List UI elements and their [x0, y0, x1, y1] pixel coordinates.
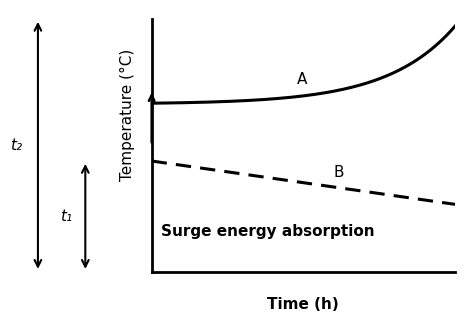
Text: Surge energy absorption: Surge energy absorption	[161, 224, 374, 239]
Text: A: A	[297, 72, 308, 87]
Text: t₂: t₂	[10, 138, 23, 153]
Text: Time (h): Time (h)	[267, 297, 339, 312]
Text: t₁: t₁	[60, 209, 73, 224]
Text: Temperature (°C): Temperature (°C)	[120, 49, 135, 181]
Text: B: B	[334, 165, 344, 180]
